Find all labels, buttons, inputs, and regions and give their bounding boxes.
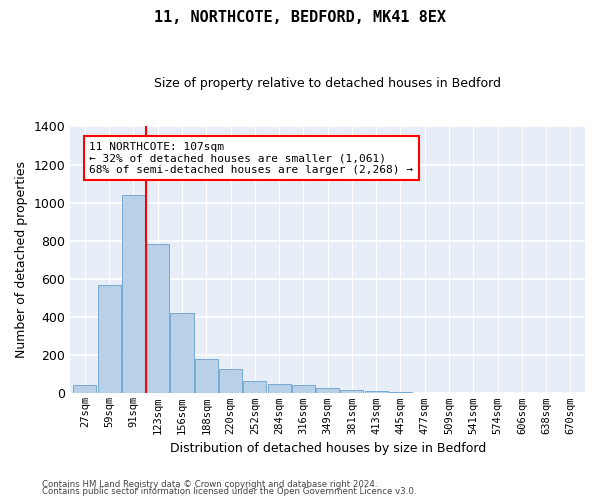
Text: Contains HM Land Registry data © Crown copyright and database right 2024.: Contains HM Land Registry data © Crown c… [42, 480, 377, 489]
Text: 11 NORTHCOTE: 107sqm
← 32% of detached houses are smaller (1,061)
68% of semi-de: 11 NORTHCOTE: 107sqm ← 32% of detached h… [89, 142, 413, 175]
Bar [389, 392, 412, 394]
Bar [268, 384, 290, 394]
Bar [98, 284, 121, 394]
Bar [316, 388, 339, 394]
Y-axis label: Number of detached properties: Number of detached properties [15, 162, 28, 358]
Bar [170, 314, 194, 394]
Bar [413, 392, 436, 394]
Bar [340, 390, 364, 394]
Text: 11, NORTHCOTE, BEDFORD, MK41 8EX: 11, NORTHCOTE, BEDFORD, MK41 8EX [154, 10, 446, 25]
Bar [146, 244, 169, 394]
Bar [292, 385, 315, 394]
Bar [195, 359, 218, 394]
Bar [73, 385, 97, 394]
Title: Size of property relative to detached houses in Bedford: Size of property relative to detached ho… [154, 78, 501, 90]
Bar [219, 368, 242, 394]
Bar [437, 393, 461, 394]
X-axis label: Distribution of detached houses by size in Bedford: Distribution of detached houses by size … [170, 442, 486, 455]
Bar [365, 390, 388, 394]
Text: Contains public sector information licensed under the Open Government Licence v3: Contains public sector information licen… [42, 487, 416, 496]
Bar [122, 195, 145, 394]
Bar [243, 381, 266, 394]
